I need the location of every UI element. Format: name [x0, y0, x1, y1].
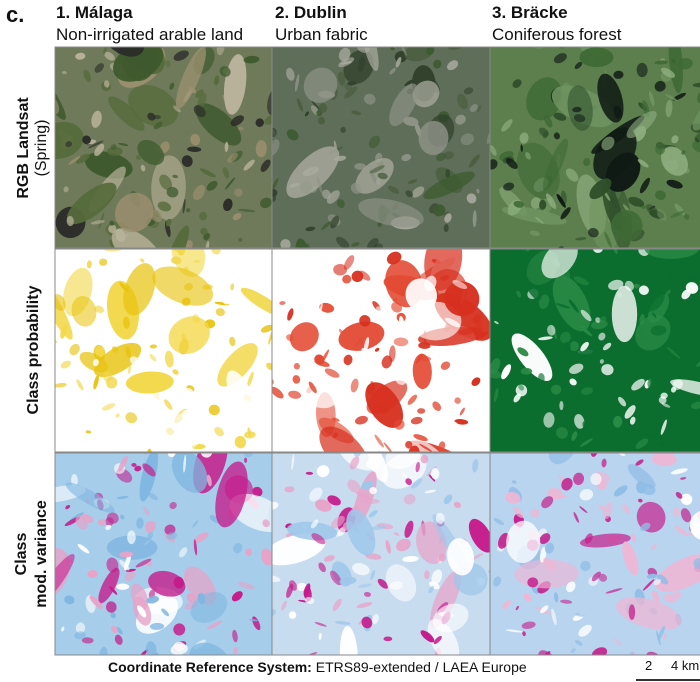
map-patch [140, 11, 145, 17]
column-title: 1. Málaga [56, 3, 133, 22]
map-patch [526, 658, 533, 663]
map-patch [144, 11, 157, 23]
map-grid [11, 4, 700, 682]
column-subtitle: Urban fabric [275, 25, 368, 44]
map-patch [563, 674, 578, 682]
scale-tick: 2 [645, 658, 652, 673]
footer-label: Coordinate Reference System: [108, 659, 312, 675]
row-sublabel: mod. variance [33, 500, 50, 608]
map-cell [232, 424, 530, 682]
map-cell [11, 426, 315, 682]
footer: Coordinate Reference System: ETRS89-exte… [108, 659, 527, 675]
map-patch [559, 401, 563, 410]
map-patch [244, 458, 247, 463]
map-patch [521, 368, 533, 375]
map-cell [484, 213, 700, 486]
scale-tick: 4 km [671, 658, 699, 673]
footer-text: ETRS89-extended / LAEA Europe [316, 659, 527, 675]
map-patch [583, 666, 595, 678]
map-patch [116, 584, 129, 590]
row-label: RGB Landsat [15, 97, 32, 199]
column-title: 2. Dublin [275, 3, 347, 22]
map-patch [245, 548, 252, 556]
map-patch [629, 604, 635, 620]
figure: c. 1. Málaga Non-irrigated arable land 2… [0, 0, 700, 682]
map-cell [18, 10, 313, 282]
map-patch [34, 79, 49, 92]
panel-label: c. [6, 2, 24, 27]
map-cell [468, 420, 700, 682]
row-label: Class [13, 533, 30, 576]
map-patch [199, 212, 207, 221]
map-patch [383, 637, 392, 642]
column-title: 3. Bräcke [492, 3, 568, 22]
row-label: Class probability [25, 285, 42, 414]
column-subtitle: Coniferous forest [492, 25, 622, 44]
map-patch [383, 17, 401, 36]
column-subtitle: Non-irrigated arable land [56, 25, 243, 44]
map-patch [362, 499, 380, 504]
map-patch [127, 531, 136, 545]
map-patch [38, 179, 52, 193]
row-sublabel: (Spring) [33, 120, 50, 177]
map-patch [562, 653, 575, 668]
map-patch [658, 441, 664, 446]
map-patch [612, 286, 637, 342]
map-patch [579, 47, 613, 67]
